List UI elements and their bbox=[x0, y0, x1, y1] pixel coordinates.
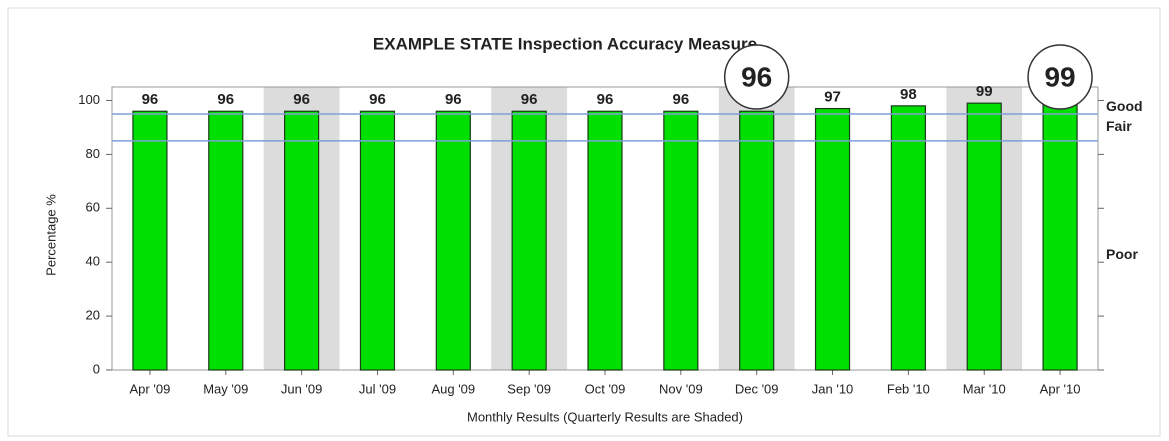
callout-label: 99 bbox=[1044, 61, 1075, 92]
bar bbox=[663, 110, 699, 371]
bar bbox=[435, 110, 471, 371]
x-tick-label: Feb '10 bbox=[887, 381, 930, 396]
bar bbox=[587, 110, 623, 371]
bar bbox=[208, 110, 244, 371]
y-tick-label: 40 bbox=[86, 254, 100, 269]
x-axis-label: Monthly Results (Quarterly Results are S… bbox=[467, 409, 743, 424]
y-tick-label: 80 bbox=[86, 146, 100, 161]
data-label: 97 bbox=[824, 89, 841, 106]
callout-circle bbox=[723, 44, 790, 110]
data-label: 96 bbox=[673, 91, 690, 108]
x-tick-label: Jan '10 bbox=[812, 381, 854, 396]
bar bbox=[739, 110, 775, 371]
x-tick-label: Jun '09 bbox=[281, 381, 323, 396]
data-label: 96 bbox=[293, 91, 310, 108]
data-label: 99 bbox=[976, 83, 993, 100]
bar bbox=[814, 107, 851, 371]
y-tick-label: 60 bbox=[86, 200, 100, 215]
bar bbox=[359, 110, 396, 371]
bar bbox=[511, 110, 547, 371]
x-tick-label: Jul '09 bbox=[359, 381, 396, 396]
x-tick-label: Oct '09 bbox=[585, 381, 626, 396]
bar bbox=[966, 102, 1002, 371]
data-label: 96 bbox=[521, 91, 538, 108]
y-tick-label: 20 bbox=[86, 308, 100, 323]
bar bbox=[132, 110, 168, 371]
zone-label: Fair bbox=[1106, 118, 1132, 134]
y-tick-label: 0 bbox=[93, 361, 100, 376]
y-tick-label: 100 bbox=[78, 92, 100, 107]
zone-label: Poor bbox=[1106, 246, 1138, 262]
callout-circle bbox=[1027, 44, 1093, 110]
data-label: 96 bbox=[597, 91, 614, 108]
y-axis-label: Percentage % bbox=[43, 194, 58, 276]
chart-title: EXAMPLE STATE Inspection Accuracy Measur… bbox=[373, 34, 757, 53]
x-tick-label: Aug '09 bbox=[431, 381, 475, 396]
bar bbox=[284, 110, 320, 371]
bar bbox=[890, 105, 926, 371]
x-tick-label: Nov '09 bbox=[659, 381, 703, 396]
x-tick-label: Apr '09 bbox=[130, 381, 171, 396]
x-tick-label: Apr '10 bbox=[1040, 381, 1081, 396]
bar bbox=[1042, 102, 1078, 371]
x-tick-label: May '09 bbox=[203, 381, 248, 396]
data-label: 96 bbox=[445, 91, 462, 108]
data-label: 98 bbox=[900, 86, 917, 103]
x-tick-label: Mar '10 bbox=[963, 381, 1006, 396]
zone-label: Good bbox=[1106, 98, 1143, 114]
x-tick-label: Sep '09 bbox=[507, 381, 551, 396]
x-tick-label: Dec '09 bbox=[735, 381, 779, 396]
data-label: 96 bbox=[369, 91, 386, 108]
callout-label: 96 bbox=[741, 61, 772, 92]
data-label: 96 bbox=[142, 91, 159, 108]
data-label: 96 bbox=[217, 91, 234, 108]
